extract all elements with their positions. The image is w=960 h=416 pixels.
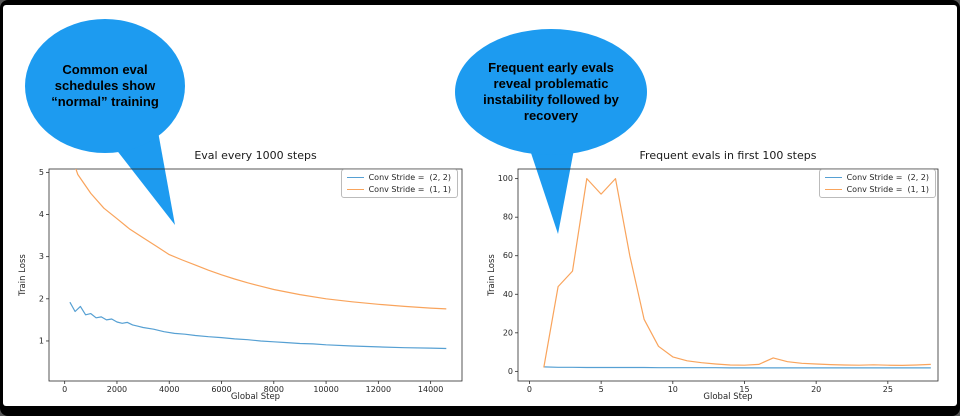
svg-text:Train Loss: Train Loss [18,254,28,297]
svg-text:40: 40 [503,290,513,299]
callout-common-eval: Common eval schedules show “normal” trai… [15,13,215,238]
svg-text:15: 15 [739,385,749,394]
svg-text:20: 20 [503,328,513,337]
svg-text:0: 0 [527,385,532,394]
legend-line-swatch-orange [346,189,364,190]
callout-text: Common eval schedules show “normal” trai… [51,62,159,109]
legend-line-swatch-orange [824,189,842,190]
svg-text:10000: 10000 [313,385,338,394]
legend: Conv Stride = (2, 2) Conv Stride = (1, 1… [340,169,458,198]
svg-text:10: 10 [668,385,678,394]
svg-text:0: 0 [62,385,67,394]
svg-text:12000: 12000 [366,385,391,394]
svg-text:2000: 2000 [107,385,127,394]
svg-text:100: 100 [498,174,513,183]
legend-item: Conv Stride = (1, 1) [346,185,451,194]
svg-text:Train Loss: Train Loss [487,254,497,297]
svg-text:5: 5 [39,168,44,177]
svg-text:80: 80 [503,213,513,222]
chart-frequent-evals-first-100-steps: Frequent evals in first 100 steps 0 5 10 15… [486,149,948,401]
legend-label: Conv Stride = (2, 2) [368,173,451,182]
svg-text:25: 25 [883,385,893,394]
legend-label: Conv Stride = (2, 2) [846,173,929,182]
callout-text: Frequent early evals reveal problematic … [483,60,619,123]
speech-bubble-icon [455,29,647,234]
slide-canvas: Common eval schedules show “normal” trai… [3,5,957,406]
legend-line-swatch-blue [346,177,364,178]
speech-bubble-icon [25,19,185,225]
svg-text:3: 3 [39,252,44,261]
chart-title: Frequent evals in first 100 steps [639,149,817,162]
plot-area: 0 5 10 15 20 25 0 20 40 60 80 100 Global Step Train L… [487,168,939,401]
callout-frequent-evals: Frequent early evals reveal problematic … [451,19,661,244]
legend-label: Conv Stride = (1, 1) [368,185,451,194]
speech-bubble-tail [115,126,175,225]
legend-item: Conv Stride = (1, 1) [824,185,929,194]
legend-item: Conv Stride = (2, 2) [346,173,451,182]
speech-bubble-body [455,29,647,155]
legend: Conv Stride = (2, 2) Conv Stride = (1, 1… [818,169,936,198]
svg-text:60: 60 [503,251,513,260]
chart-title: Eval every 1000 steps [194,149,317,162]
svg-text:6000: 6000 [211,385,231,394]
svg-text:Global Step: Global Step [231,392,280,401]
svg-text:8000: 8000 [264,385,284,394]
svg-text:20: 20 [811,385,821,394]
legend-item: Conv Stride = (2, 2) [824,173,929,182]
plot-area: 0 2000 4000 6000 8000 10000 12000 14000 1 2 3 4 5 Glo… [18,168,463,401]
svg-text:14000: 14000 [418,385,443,394]
svg-text:0: 0 [508,367,513,376]
svg-text:2: 2 [39,294,44,303]
legend-line-swatch-blue [824,177,842,178]
svg-text:1: 1 [39,336,44,345]
svg-text:Global Step: Global Step [703,392,752,401]
legend-label: Conv Stride = (1, 1) [846,185,929,194]
chart-eval-every-1000-steps: Eval every 1000 steps 0 2000 4000 6000 8000 1… [17,149,472,401]
speech-bubble-body [25,19,185,153]
speech-bubble-tail [529,144,575,234]
svg-text:5: 5 [599,385,604,394]
svg-text:4000: 4000 [159,385,179,394]
svg-text:4: 4 [39,210,44,219]
